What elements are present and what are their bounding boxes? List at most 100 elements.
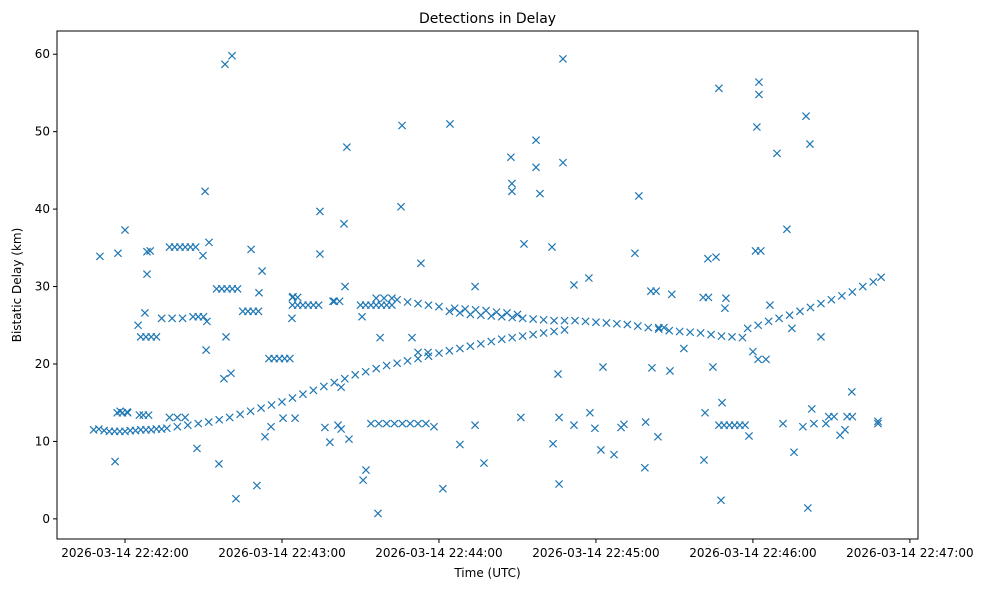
data-point-x-marker: [743, 324, 752, 333]
data-point-x-marker: [372, 294, 381, 303]
data-point-x-marker: [279, 414, 288, 423]
data-point-x-marker: [829, 412, 839, 421]
data-point-x-marker: [165, 413, 174, 422]
data-point-x-marker: [539, 328, 548, 338]
data-point-x-marker: [414, 354, 423, 363]
data-point-x-marker: [640, 463, 649, 472]
data-point-x-marker: [330, 378, 339, 387]
data-point-x-marker: [741, 421, 750, 430]
data-point-x-marker: [201, 187, 210, 196]
data-point-x-marker: [765, 301, 774, 310]
data-point-x-marker: [376, 333, 385, 342]
data-point-x-marker: [471, 305, 480, 314]
data-point-x-marker: [319, 382, 328, 391]
data-point-x-marker: [120, 225, 130, 235]
x-tick-label: 2026-03-14 22:44:00: [375, 546, 502, 560]
data-point-x-marker: [202, 317, 211, 326]
data-point-x-marker: [569, 421, 578, 430]
data-point-x-marker: [372, 364, 381, 373]
data-point-x-marker: [254, 307, 263, 316]
data-point-x-marker: [585, 408, 594, 417]
data-point-x-marker: [445, 119, 454, 128]
data-point-x-marker: [267, 401, 276, 410]
data-point-x-marker: [337, 425, 346, 434]
data-point-x-marker: [798, 422, 807, 431]
data-point-x-marker: [341, 282, 350, 291]
data-point-x-marker: [198, 251, 208, 260]
data-point-x-marker: [374, 419, 383, 428]
data-point-x-marker: [144, 411, 153, 420]
data-point-x-marker: [476, 339, 485, 348]
data-point-x-marker: [630, 249, 639, 258]
data-point-x-marker: [233, 284, 242, 293]
data-point-x-marker: [877, 273, 886, 282]
data-point-x-marker: [397, 202, 406, 211]
data-point-x-marker: [653, 432, 662, 441]
data-point-x-marker: [518, 332, 527, 341]
data-point-x-marker: [598, 363, 608, 372]
data-point-x-marker: [266, 422, 276, 431]
data-point-x-marker: [315, 249, 324, 259]
data-point-x-marker: [471, 282, 480, 291]
data-point-x-marker: [339, 219, 349, 228]
data-point-x-marker: [288, 292, 298, 301]
data-point-x-marker: [619, 420, 628, 429]
y-tick-label: 60: [35, 47, 50, 61]
data-point-x-marker: [550, 327, 559, 336]
data-point-x-marker: [398, 419, 407, 428]
data-point-x-marker: [113, 249, 122, 258]
x-tick-label: 2026-03-14 22:46:00: [689, 546, 816, 560]
y-tick-label: 10: [35, 434, 50, 448]
x-tick-label: 2026-03-14 22:42:00: [61, 546, 188, 560]
data-point-x-marker: [135, 411, 144, 420]
data-point-x-marker: [721, 294, 730, 303]
data-point-x-marker: [609, 450, 619, 459]
plot-frame: [56, 30, 919, 540]
data-point-x-marker: [516, 413, 525, 422]
data-point-x-marker: [714, 84, 723, 93]
data-point-x-marker: [802, 112, 811, 121]
data-point-x-marker: [795, 307, 805, 316]
x-axis-label: Time (UTC): [453, 566, 520, 580]
data-point-x-marker: [744, 431, 754, 441]
data-point-x-marker: [652, 287, 661, 296]
data-point-x-marker: [314, 301, 323, 310]
data-point-x-marker: [199, 312, 208, 321]
data-point-x-marker: [95, 252, 104, 261]
data-point-x-marker: [455, 440, 464, 449]
data-point-x-marker: [287, 314, 296, 323]
data-point-x-marker: [754, 78, 763, 87]
data-point-x-marker: [215, 415, 224, 424]
data-point-x-marker: [382, 419, 391, 428]
data-point-x-marker: [450, 304, 459, 313]
data-point-x-marker: [535, 189, 544, 198]
data-point-x-marker: [727, 332, 737, 341]
data-point-x-marker: [718, 398, 727, 407]
data-point-x-marker: [257, 404, 266, 413]
data-point-x-marker: [754, 90, 763, 99]
data-point-x-marker: [789, 448, 799, 457]
data-point-x-marker: [492, 308, 501, 317]
data-point-x-marker: [785, 311, 794, 320]
data-point-x-marker: [260, 432, 270, 441]
data-point-x-marker: [816, 299, 825, 308]
data-point-x-marker: [754, 355, 763, 364]
data-point-x-marker: [252, 481, 261, 490]
data-point-x-marker: [247, 245, 256, 254]
data-point-x-marker: [778, 419, 788, 428]
data-point-x-marker: [782, 225, 791, 234]
data-point-x-marker: [111, 457, 120, 466]
data-point-x-marker: [231, 494, 240, 503]
data-point-x-marker: [142, 270, 152, 279]
data-point-x-marker: [590, 424, 599, 433]
data-point-x-marker: [116, 407, 125, 416]
data-point-x-marker: [285, 354, 294, 363]
data-point-x-marker: [502, 308, 512, 317]
data-point-x-marker: [325, 438, 334, 447]
data-point-x-marker: [398, 121, 407, 130]
data-point-x-marker: [675, 327, 684, 336]
data-point-x-marker: [254, 288, 263, 297]
data-point-x-marker: [466, 342, 475, 351]
data-point-x-marker: [471, 421, 480, 430]
